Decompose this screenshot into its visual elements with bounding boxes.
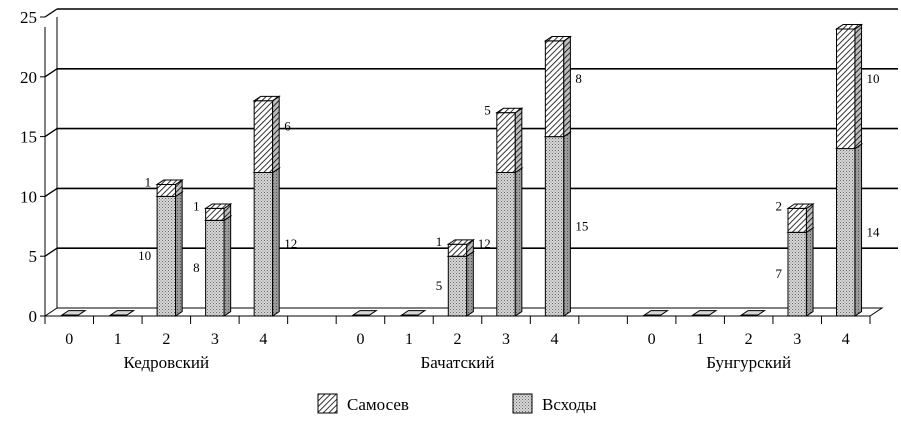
data-label-samosev: 6 [284,119,291,134]
bar-vshody [253,171,274,317]
bar-side [175,191,183,317]
bar-top [446,239,475,245]
bar-top [203,203,233,209]
data-label-samosev: 1 [145,174,152,189]
bar-side [563,131,571,317]
legend-swatch [512,393,533,414]
bar-side [805,226,814,317]
x-category-label: 1 [405,331,413,348]
bar-vshody [544,136,565,317]
bar-top [495,107,524,114]
bar-top [786,203,815,209]
bar-side [466,250,474,317]
bar-top [543,36,573,42]
bar-zero [642,310,670,316]
bar-vshody [156,195,177,317]
bar-side [223,214,232,317]
data-label-samosev: 10 [867,71,880,86]
data-label-samosev: 5 [484,103,491,118]
bar-top [155,179,184,185]
data-label-samosev: 1 [193,198,200,213]
bar-vshody [447,255,468,317]
bar-side [854,143,863,317]
x-category-label: 1 [114,331,122,348]
x-category-label: 0 [356,331,364,348]
bar-zero [108,310,136,316]
bar-zero [60,310,87,316]
bar-top [252,95,281,102]
data-label-samosev: 1 [436,234,443,249]
bar-samosev [787,207,807,233]
bar-samosev [544,40,565,138]
gridline-joint [44,128,58,138]
legend: Самосев Всходы [317,393,597,414]
bar-samosev [156,183,177,197]
y-tick-label: 15 [20,128,37,147]
x-category-label: 4 [842,331,850,348]
data-label-vshody: 12 [284,236,297,251]
legend-swatch [317,393,338,414]
bar-samosev [496,112,516,173]
x-category-label: 4 [259,331,267,348]
x-category-label: 0 [648,331,656,348]
x-category-label: 2 [162,331,170,348]
y-tick-label: 20 [20,68,37,87]
x-category-label: 1 [696,331,704,348]
bar-top [834,24,864,30]
x-category-label: 3 [793,331,801,348]
legend-label: Самосев [347,395,409,414]
bar-zero [691,310,718,316]
bar-zero [400,310,427,316]
data-label-samosev: 8 [575,71,582,86]
legend-label: Всходы [542,395,597,414]
bar-vshody [496,171,516,317]
bar-side [514,167,523,317]
x-group-label: Бачатский [421,353,495,372]
bar-samosev [447,243,468,257]
y-tick-label: 25 [20,8,37,27]
y-tick-label: 0 [29,307,38,326]
bar-zero [351,310,378,316]
data-labels: 10 1 8 1 12 6 5 1 12 5 15 8 7 2 14 10 [138,71,880,293]
x-category-label: 4 [551,331,559,348]
bar-side [563,35,571,138]
data-label-vshody: 10 [138,248,151,263]
x-category-label: 2 [454,331,462,348]
gridline-joint [44,247,58,257]
x-category-label: 3 [502,331,510,348]
bar-vshody [836,148,856,317]
x-category-label: 3 [211,331,219,348]
bar-zero [739,310,767,316]
y-tick-label: 5 [29,247,38,266]
x-category-label: 2 [745,331,753,348]
x-group-label: Кедровский [124,353,210,372]
gridline-joint [44,68,58,78]
bar-side [514,107,523,174]
bar-vshody [205,219,225,317]
y-tick-label: 10 [20,187,37,206]
data-label-vshody: 7 [775,266,782,281]
bar-side [272,167,280,317]
x-group-label: Бунгурский [706,353,791,372]
data-label-vshody: 14 [867,224,881,239]
data-label-vshody: 12 [478,236,491,251]
gridline-joint [44,187,58,197]
bar-samosev [205,207,225,221]
data-label-vshody: 15 [575,218,588,233]
data-label-samosev: 2 [775,198,782,213]
gridlines [44,8,898,257]
gridline-joint [44,8,58,18]
data-label-vshody: 8 [193,260,200,275]
x-category-label: 0 [65,331,73,348]
bar-side [272,95,280,174]
bar-vshody [787,231,807,317]
bar-samosev [253,100,274,173]
bar-side [854,23,863,150]
data-label-vshody: 5 [436,278,443,293]
bar-samosev [836,28,856,150]
bars [60,23,864,317]
